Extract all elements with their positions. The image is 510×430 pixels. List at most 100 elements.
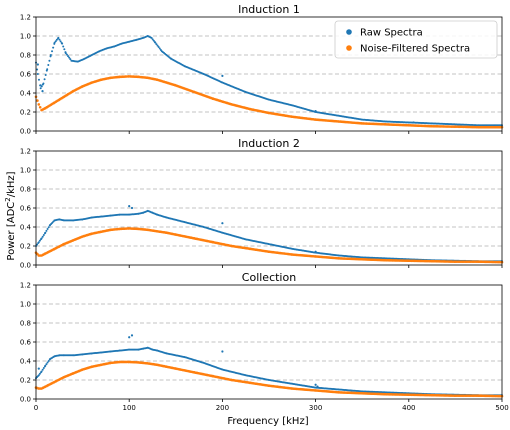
y-tick-label: 0.2 [20, 377, 31, 385]
raw-point [48, 59, 51, 62]
x-tick-label: 100 [123, 404, 136, 412]
x-tick-label: 300 [309, 404, 322, 412]
y-axis-label: Power [ADC2/kHz] [4, 171, 17, 260]
plot-frame [35, 16, 503, 132]
y-tick-label: 0.6 [20, 205, 32, 213]
raw-point [54, 40, 57, 43]
raw-point [64, 52, 67, 55]
y-tick-label: 0.0 [20, 128, 31, 136]
raw-outlier-point [221, 222, 224, 225]
y-tick-label: 1.0 [20, 33, 31, 41]
y-tick-label: 1.0 [20, 301, 31, 309]
chart-panel-2: 0.0 0.2 0.4 0.6 0.8 1.0 1.2 Induction 2 [20, 137, 504, 270]
raw-point [37, 374, 40, 377]
filtered-spectra-series [34, 227, 504, 264]
y-tick-label: 0.2 [20, 109, 31, 117]
y-tick-label: 0.4 [20, 358, 32, 366]
raw-point [157, 46, 160, 49]
x-tick-label: 0 [34, 404, 38, 412]
filtered-spectra-series [34, 75, 504, 129]
plot-frame [35, 150, 503, 266]
raw-point [42, 233, 45, 236]
x-axis-label: Frequency [kHz] [227, 416, 308, 427]
raw-point [58, 38, 61, 41]
raw-outlier-point [128, 336, 131, 339]
raw-point [152, 39, 155, 42]
y-tick-label: 1.2 [20, 14, 31, 22]
raw-point [46, 361, 49, 364]
raw-point [40, 237, 43, 240]
x-tick-label: 400 [402, 404, 415, 412]
raw-point [42, 367, 45, 370]
y-tick-label: 0.8 [20, 320, 31, 328]
raw-point [38, 239, 41, 242]
raw-point [38, 372, 41, 375]
y-tick-label: 0.6 [20, 71, 32, 79]
legend-box [334, 20, 498, 59]
plot-frame [35, 284, 503, 400]
raw-point [47, 63, 50, 66]
raw-point [49, 54, 52, 56]
raw-point [47, 359, 50, 362]
raw-point [62, 45, 65, 48]
raw-point [55, 38, 58, 41]
raw-outlier-point [130, 206, 134, 210]
raw-point [36, 73, 39, 75]
raw-outlier-point [36, 63, 39, 66]
filtered-point [37, 103, 41, 106]
filtered-spectra-series [34, 360, 504, 398]
raw-spectra-series [35, 209, 503, 263]
y-tick-label: 0.2 [20, 243, 31, 251]
raw-point [47, 226, 50, 229]
raw-outlier-point [412, 121, 415, 124]
panel-title: Collection [242, 271, 296, 284]
y-tick-label: 0.0 [20, 262, 31, 270]
raw-outlier-point [316, 385, 319, 388]
raw-point [65, 53, 68, 56]
raw-point [59, 40, 62, 43]
raw-point [46, 68, 49, 71]
y-tick-label: 0.0 [20, 396, 31, 404]
panel-title: Induction 2 [238, 137, 300, 150]
legend-marker-filtered [346, 45, 352, 51]
y-tick-label: 1.2 [20, 282, 31, 290]
raw-outlier-point [221, 74, 224, 77]
raw-point [51, 50, 54, 53]
y-tick-label: 0.4 [20, 224, 32, 232]
legend-label-raw: Raw Spectra [360, 28, 423, 39]
raw-point [39, 87, 42, 90]
raw-point [150, 36, 153, 39]
y-tick-label: 0.4 [20, 90, 32, 98]
raw-outlier-point [314, 109, 317, 113]
raw-outlier-point [37, 367, 40, 370]
raw-outlier-point [130, 334, 134, 337]
y-tick-label: 1.0 [20, 167, 31, 175]
raw-point [158, 47, 161, 50]
chart-panel-3: 0.0 0.2 0.4 0.6 0.8 1.0 1.2 0 100 200 300 400 500 Col… [20, 271, 509, 412]
x-tick-label: 200 [216, 404, 229, 412]
raw-spectra-series [35, 35, 503, 127]
raw-point [44, 364, 47, 367]
legend-label-filtered: Noise-Filtered Spectra [360, 44, 470, 55]
chart-panel-1: 0.0 0.2 0.4 0.6 0.8 1.0 1.2 Induction 1 Raw Spec… [20, 3, 504, 136]
raw-point [44, 231, 47, 234]
raw-outlier-point [314, 250, 317, 253]
raw-point [45, 363, 48, 366]
raw-point [42, 82, 45, 85]
raw-point [46, 228, 49, 231]
raw-outlier-point [39, 84, 42, 87]
raw-point [40, 370, 43, 373]
raw-point [57, 36, 60, 39]
raw-point [154, 41, 157, 44]
raw-point [36, 68, 39, 71]
raw-point [44, 73, 47, 76]
legend-marker-raw [346, 29, 352, 35]
raw-spectra-series [35, 346, 503, 397]
x-tick-label: 500 [495, 404, 508, 412]
y-tick-label: 0.6 [20, 339, 32, 347]
raw-point [37, 78, 40, 81]
raw-point [63, 48, 66, 51]
raw-point [53, 41, 56, 44]
raw-point [52, 46, 55, 49]
